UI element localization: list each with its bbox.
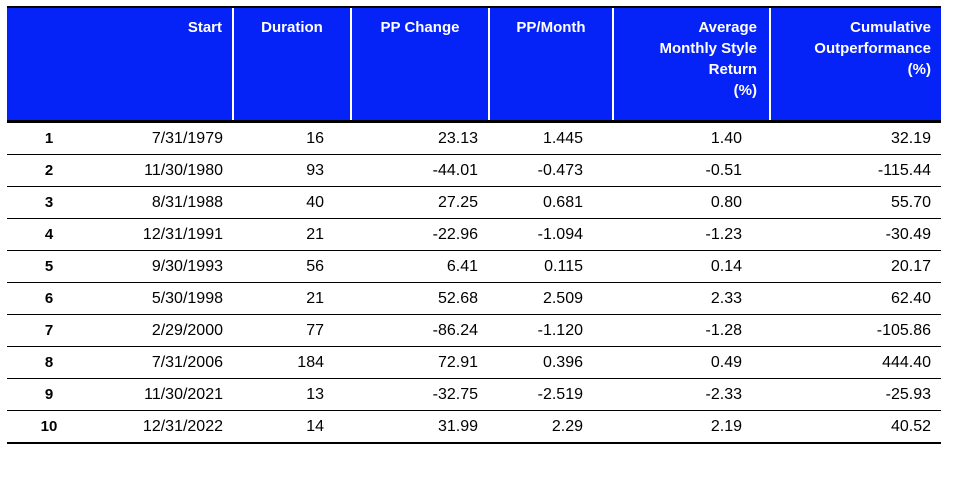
avg-monthly-style-return-cell: 2.19 — [710, 417, 742, 435]
cumulative-outperformance-cell: 20.17 — [890, 257, 931, 275]
avg-monthly-style-return-cell: -0.51 — [705, 161, 742, 179]
avg-monthly-style-return-cell: 1.40 — [710, 129, 742, 147]
row-number-cell: 10 — [40, 418, 58, 435]
table-row: 2 11/30/1980 93 -44.01 -0.473 -0.51 -115… — [7, 155, 941, 187]
avg-monthly-style-return-cell: 0.80 — [710, 193, 742, 211]
row-number-cell: 9 — [44, 386, 54, 403]
row-number-cell: 4 — [44, 226, 54, 243]
table-row: 6 5/30/1998 21 52.68 2.509 2.33 62.40 — [7, 283, 941, 315]
pp-month-cell: 0.396 — [542, 353, 583, 371]
cumulative-outperformance-cell: 32.19 — [890, 129, 931, 147]
start-cell: 9/30/1993 — [151, 257, 223, 275]
pp-month-cell: 2.29 — [551, 417, 583, 435]
row-number-cell: 5 — [44, 258, 54, 275]
avg-monthly-style-return-cell: -1.23 — [705, 225, 742, 243]
row-number-cell: 3 — [44, 194, 54, 211]
table-row: 8 7/31/2006 184 72.91 0.396 0.49 444.40 — [7, 347, 941, 379]
header-average-monthly-style-return: Average Monthly Style Return (%) — [612, 6, 770, 122]
start-cell: 11/30/2021 — [144, 385, 223, 403]
pp-month-cell: 0.115 — [544, 257, 583, 275]
duration-cell: 14 — [306, 417, 324, 435]
cumulative-outperformance-cell: 55.70 — [890, 193, 931, 211]
pp-change-cell: -22.96 — [432, 225, 478, 243]
row-number-cell: 7 — [44, 322, 54, 339]
start-cell: 7/31/2006 — [151, 353, 223, 371]
avg-monthly-style-return-cell: 0.49 — [710, 353, 742, 371]
pp-change-cell: -44.01 — [432, 161, 478, 179]
avg-monthly-style-return-cell: 0.14 — [710, 257, 742, 275]
avg-monthly-style-return-cell: 2.33 — [710, 289, 742, 307]
cumulative-outperformance-cell: -30.49 — [885, 225, 931, 243]
pp-change-cell: 31.99 — [437, 417, 478, 435]
duration-cell: 56 — [306, 257, 324, 275]
header-start: Start — [7, 6, 233, 122]
cumulative-outperformance-cell: 444.40 — [882, 353, 931, 371]
cumulative-outperformance-cell: 40.52 — [890, 417, 931, 435]
table-row: 7 2/29/2000 77 -86.24 -1.120 -1.28 -105.… — [7, 315, 941, 347]
pp-change-cell: 6.41 — [446, 257, 478, 275]
table-row: 4 12/31/1991 21 -22.96 -1.094 -1.23 -30.… — [7, 219, 941, 251]
avg-monthly-style-return-cell: -2.33 — [705, 385, 742, 403]
duration-cell: 40 — [306, 193, 324, 211]
pp-change-cell: -32.75 — [432, 385, 478, 403]
start-cell: 12/31/2022 — [142, 417, 223, 435]
table-header: Start Duration PP Change PP/Month Averag… — [7, 6, 941, 122]
row-number-cell: 2 — [44, 162, 54, 179]
performance-table-container: Start Duration PP Change PP/Month Averag… — [7, 6, 941, 444]
start-cell: 5/30/1998 — [151, 289, 223, 307]
table-row: 1 7/31/1979 16 23.13 1.445 1.40 32.19 — [7, 122, 941, 155]
header-pp-month: PP/Month — [488, 6, 613, 122]
cumulative-outperformance-cell: -105.86 — [876, 321, 931, 339]
table-body: 1 7/31/1979 16 23.13 1.445 1.40 32.19 2 … — [7, 122, 941, 443]
duration-cell: 21 — [306, 225, 324, 243]
cumulative-outperformance-cell: -25.93 — [885, 385, 931, 403]
pp-month-cell: -1.094 — [537, 225, 583, 243]
table-row: 10 12/31/2022 14 31.99 2.29 2.19 40.52 — [7, 411, 941, 443]
pp-month-cell: 1.445 — [542, 129, 583, 147]
start-cell: 2/29/2000 — [151, 321, 223, 339]
cumulative-outperformance-cell: 62.40 — [890, 289, 931, 307]
start-cell: 12/31/1991 — [142, 225, 223, 243]
pp-month-cell: 0.681 — [542, 193, 583, 211]
header-cumulative-outperformance: Cumulative Outperformance (%) — [769, 6, 941, 122]
pp-month-cell: -0.473 — [537, 161, 583, 179]
pp-change-cell: 27.25 — [437, 193, 478, 211]
table-row: 5 9/30/1993 56 6.41 0.115 0.14 20.17 — [7, 251, 941, 283]
start-cell: 8/31/1988 — [151, 193, 223, 211]
header-row: Start Duration PP Change PP/Month Averag… — [7, 6, 941, 122]
row-number-cell: 1 — [44, 130, 54, 147]
start-cell: 11/30/1980 — [144, 161, 223, 179]
row-number-cell: 6 — [44, 290, 54, 307]
header-duration: Duration — [232, 6, 351, 122]
row-number-cell: 8 — [44, 354, 54, 371]
duration-cell: 16 — [306, 129, 324, 147]
duration-cell: 184 — [297, 353, 324, 371]
header-pp-change: PP Change — [350, 6, 489, 122]
pp-month-cell: -2.519 — [537, 385, 583, 403]
performance-table: Start Duration PP Change PP/Month Averag… — [7, 6, 941, 444]
table-row: 9 11/30/2021 13 -32.75 -2.519 -2.33 -25.… — [7, 379, 941, 411]
cumulative-outperformance-cell: -115.44 — [877, 161, 931, 179]
duration-cell: 13 — [306, 385, 324, 403]
pp-change-cell: -86.24 — [432, 321, 478, 339]
pp-change-cell: 72.91 — [437, 353, 478, 371]
avg-monthly-style-return-cell: -1.28 — [705, 321, 742, 339]
duration-cell: 93 — [306, 161, 324, 179]
start-cell: 7/31/1979 — [151, 129, 223, 147]
duration-cell: 21 — [306, 289, 324, 307]
pp-change-cell: 52.68 — [437, 289, 478, 307]
pp-change-cell: 23.13 — [437, 129, 478, 147]
pp-month-cell: 2.509 — [542, 289, 583, 307]
duration-cell: 77 — [306, 321, 324, 339]
table-row: 3 8/31/1988 40 27.25 0.681 0.80 55.70 — [7, 187, 941, 219]
pp-month-cell: -1.120 — [537, 321, 583, 339]
